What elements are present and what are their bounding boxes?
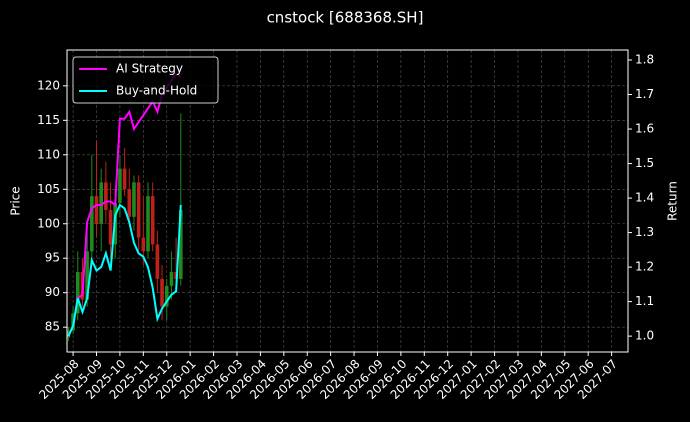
y-tick-label: 115 xyxy=(37,113,60,127)
legend-box xyxy=(72,56,219,104)
y-tick-label: 85 xyxy=(45,320,60,334)
y-axis-label: Price xyxy=(9,186,23,215)
y2-tick-label: 1.2 xyxy=(635,260,654,274)
candle-body xyxy=(99,182,103,224)
y2-tick-label: 1.7 xyxy=(635,87,654,101)
legend: AI Strategy Buy-and-Hold xyxy=(72,56,219,104)
candle-body xyxy=(94,196,99,224)
y2-tick-label: 1.6 xyxy=(635,122,654,136)
y2-tick-label: 1.3 xyxy=(635,225,654,239)
candle-body xyxy=(160,278,164,307)
candle-body xyxy=(169,272,174,286)
candle-body xyxy=(104,182,108,210)
candle-body xyxy=(141,237,146,252)
y-tick-label: 90 xyxy=(45,285,60,299)
y2-axis-label: Return xyxy=(666,181,680,221)
candle-body xyxy=(85,251,89,300)
candle-body xyxy=(90,196,94,252)
plot-frame xyxy=(66,49,629,353)
candle-body xyxy=(164,285,169,307)
candle-body xyxy=(136,182,141,238)
candle-body xyxy=(108,209,113,245)
candle-body xyxy=(132,182,136,217)
candle-body xyxy=(146,196,150,252)
legend-label: AI Strategy xyxy=(116,62,183,76)
y2-tick-label: 1.1 xyxy=(635,294,654,308)
chart-title: cnstock [688368.SH] xyxy=(267,9,424,27)
y-tick-label: 120 xyxy=(37,78,60,92)
candle-body xyxy=(178,209,183,279)
candle-body xyxy=(118,168,122,204)
y-tick-label: 105 xyxy=(37,182,60,196)
candle-body xyxy=(127,189,132,217)
y2-tick-label: 1.4 xyxy=(635,191,654,205)
line-series xyxy=(67,203,182,337)
y2-tick-label: 1.5 xyxy=(635,156,654,170)
y-tick-label: 95 xyxy=(45,251,60,265)
legend-label: Buy-and-Hold xyxy=(116,84,197,98)
y-tick-label: 110 xyxy=(37,147,60,161)
candle-body xyxy=(150,196,155,245)
candle-body xyxy=(155,244,160,279)
y-tick-label: 100 xyxy=(37,216,60,230)
line-series xyxy=(67,72,182,337)
candle-body xyxy=(122,168,127,190)
candle-body xyxy=(75,272,80,314)
y2-tick-label: 1.8 xyxy=(635,53,654,67)
y2-tick-label: 1.0 xyxy=(635,329,654,343)
